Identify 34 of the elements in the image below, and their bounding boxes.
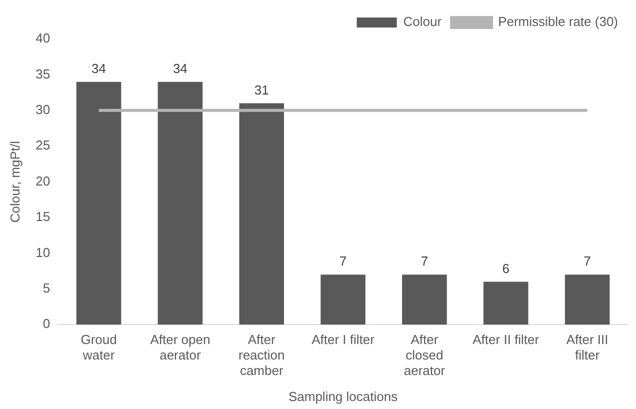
x-tick-label: After I filter xyxy=(312,332,376,347)
bar xyxy=(320,274,366,325)
data-label: 6 xyxy=(502,260,510,276)
legend-label: Permissible rate (30) xyxy=(498,14,618,30)
y-tick-label: 40 xyxy=(36,30,50,46)
data-label: 7 xyxy=(420,254,428,269)
y-tick-label: 35 xyxy=(36,66,50,82)
data-label: 7 xyxy=(339,254,347,269)
data-label: 34 xyxy=(92,60,106,76)
legend-label: Colour xyxy=(403,14,442,30)
x-tick-label: After reaction camber xyxy=(238,332,285,378)
bar xyxy=(239,103,284,325)
bar xyxy=(158,82,203,325)
bar xyxy=(564,274,610,325)
x-tick-label: After II filter xyxy=(472,332,540,347)
x-tick-label: Groud water xyxy=(80,332,117,363)
bar xyxy=(483,282,528,325)
y-tick-label: 15 xyxy=(36,209,50,224)
y-tick-label: 25 xyxy=(36,138,50,153)
x-tick-label: After open aerator xyxy=(150,332,210,363)
data-label: 7 xyxy=(584,254,591,269)
y-tick-label: 0 xyxy=(42,316,50,332)
y-tick-label: 10 xyxy=(36,244,50,260)
x-axis-title: Sampling locations xyxy=(288,388,398,404)
bar xyxy=(76,82,122,325)
x-tick-label: After III filter xyxy=(566,332,608,363)
x-tick-label: After closed aerator xyxy=(404,332,446,378)
y-tick-label: 5 xyxy=(42,280,50,296)
data-label: 34 xyxy=(172,60,188,76)
y-tick-label: 30 xyxy=(36,102,50,117)
data-label: 31 xyxy=(254,82,269,98)
y-axis-title: Colour, mgPt/l xyxy=(7,140,22,223)
y-tick-label: 20 xyxy=(36,173,50,188)
bar xyxy=(402,274,447,325)
